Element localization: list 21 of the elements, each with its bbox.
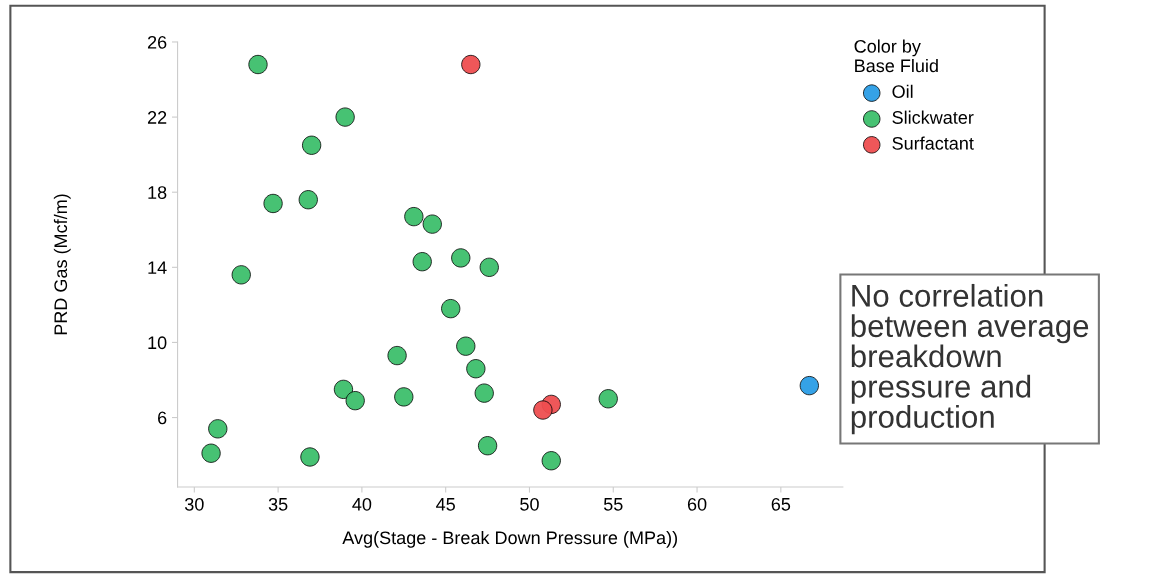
- y-tick-label: 10: [148, 336, 167, 350]
- y-tick-label: 26: [147, 35, 167, 49]
- y-tick-label: 22: [147, 111, 167, 124]
- y-tick-label: 18: [148, 186, 167, 199]
- y-axis-title: PRD Gas (Mcf/m): [53, 194, 71, 335]
- x-tick-label: 65: [771, 497, 791, 511]
- x-tick-label: 50: [520, 497, 539, 511]
- x-tick-label: 40: [352, 497, 372, 511]
- y-tick-label: 6: [158, 411, 167, 425]
- legend-label: Oil: [892, 84, 913, 99]
- x-tick-label: 55: [603, 498, 623, 511]
- y-tick-label: 14: [148, 261, 167, 274]
- x-tick-label: 45: [436, 498, 455, 511]
- x-axis-title: Avg(Stage - Break Down Pressure (MPa)): [342, 530, 677, 548]
- legend-label: Surfactant: [892, 136, 974, 150]
- x-tick-label: 30: [184, 497, 204, 511]
- x-tick-label: 60: [687, 497, 707, 511]
- legend-label: Slickwater: [892, 110, 974, 124]
- legend-title: Color by Base Fluid: [854, 39, 938, 73]
- x-tick-label: 35: [268, 497, 288, 511]
- text: No correlation between average breakdown pressure and production: [851, 283, 1089, 435]
